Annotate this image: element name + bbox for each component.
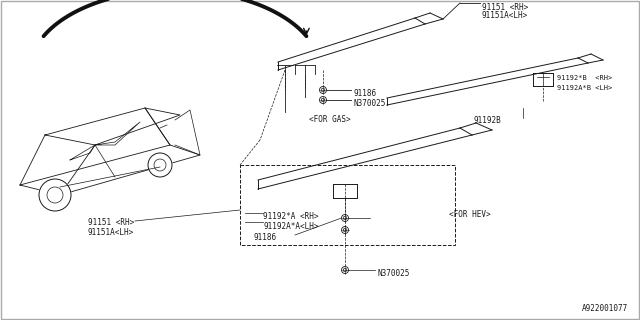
Text: A922001077: A922001077 <box>582 304 628 313</box>
Polygon shape <box>20 145 200 195</box>
Text: N370025: N370025 <box>353 100 385 108</box>
Text: 91151 <RH>: 91151 <RH> <box>88 218 134 227</box>
Text: N370025: N370025 <box>377 269 410 278</box>
Text: 91192*B  <RH>: 91192*B <RH> <box>557 75 612 81</box>
Text: 91151A<LH>: 91151A<LH> <box>482 12 528 20</box>
Text: 91192A*A<LH>: 91192A*A<LH> <box>263 222 319 231</box>
Text: 91186: 91186 <box>253 233 276 242</box>
Text: 91192A*B <LH>: 91192A*B <LH> <box>557 85 612 91</box>
Text: 91192*A <RH>: 91192*A <RH> <box>263 212 319 221</box>
Text: <FOR HEV>: <FOR HEV> <box>449 210 491 219</box>
Bar <box>240 165 455 245</box>
Text: <FOR GAS>: <FOR GAS> <box>309 115 351 124</box>
Text: 91151A<LH>: 91151A<LH> <box>88 228 134 237</box>
Text: 91192B: 91192B <box>473 116 500 125</box>
Circle shape <box>39 179 71 211</box>
Circle shape <box>148 153 172 177</box>
Text: 91186: 91186 <box>353 90 376 99</box>
Text: 91151 <RH>: 91151 <RH> <box>482 3 528 12</box>
Polygon shape <box>45 108 180 145</box>
